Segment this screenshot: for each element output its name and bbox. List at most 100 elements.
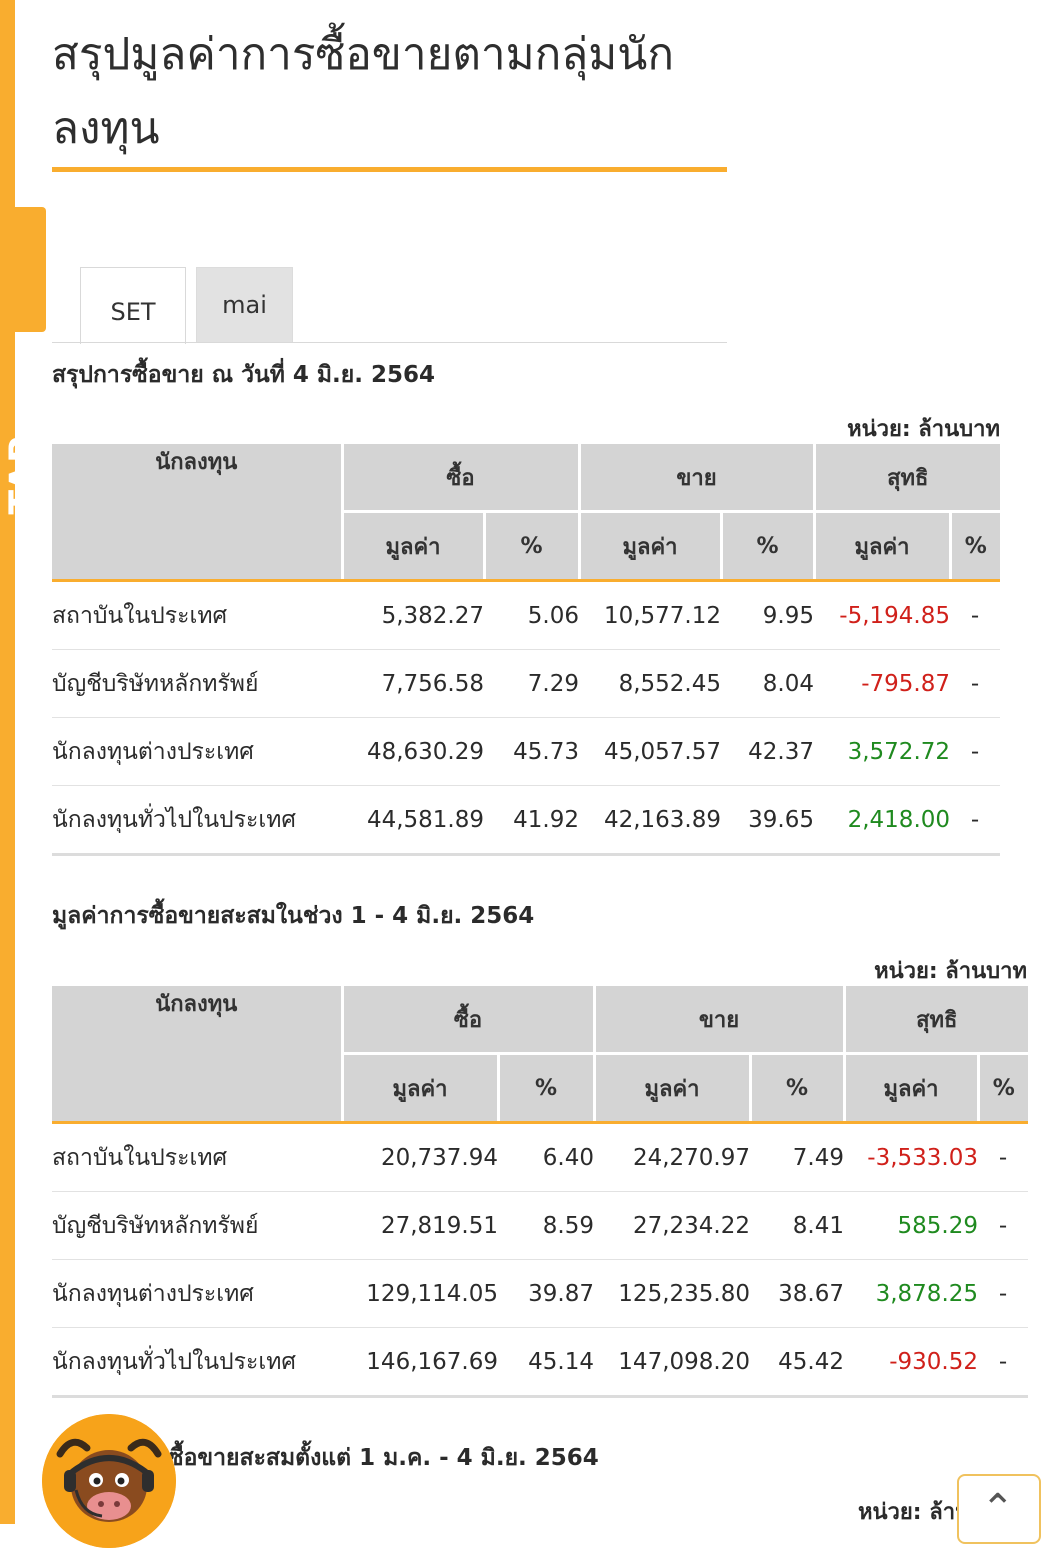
buy-pct: 41.92 xyxy=(484,785,579,856)
col-net-pct: % xyxy=(976,1053,1029,1124)
net-value: 3,878.25 xyxy=(844,1259,979,1328)
buy-pct: 45.73 xyxy=(484,717,579,786)
left-accent-bar xyxy=(0,0,15,1524)
tabs-baseline xyxy=(52,342,727,343)
net-value: -930.52 xyxy=(844,1327,979,1398)
buy-pct: 39.87 xyxy=(498,1259,594,1328)
period-summary-title: มูลค่าการซื้อขายสะสมในช่วง 1 - 4 มิ.ย. 2… xyxy=(52,903,535,929)
buy-pct: 7.29 xyxy=(484,649,579,718)
net-pct: - xyxy=(950,649,1001,718)
tap-side-tab-label: TAP xyxy=(2,435,44,515)
daily-summary-unit: หน่วย: ล้านบาท xyxy=(847,417,1000,442)
net-value: 3,572.72 xyxy=(814,717,951,786)
col-net-value: มูลค่า xyxy=(842,1053,979,1124)
net-pct: - xyxy=(950,785,1001,856)
sell-pct: 9.95 xyxy=(721,580,815,650)
table-row: สถาบันในประเทศ 5,382.27 5.06 10,577.12 9… xyxy=(52,580,1001,650)
table-row: สถาบันในประเทศ 20,737.94 6.40 24,270.97 … xyxy=(52,1122,1029,1192)
buy-value: 20,737.94 xyxy=(342,1122,498,1192)
buy-value: 129,114.05 xyxy=(342,1259,498,1328)
table-row: นักลงทุนต่างประเทศ 129,114.05 39.87 125,… xyxy=(52,1259,1029,1328)
table-row: นักลงทุนต่างประเทศ 48,630.29 45.73 45,05… xyxy=(52,717,1001,786)
col-sell-pct: % xyxy=(719,511,815,582)
net-pct: - xyxy=(978,1191,1029,1260)
ytd-summary-title: ซื้อขายสะสมตั้งแต่ 1 ม.ค. - 4 มิ.ย. 2564 xyxy=(168,1445,599,1471)
buy-value: 44,581.89 xyxy=(342,785,484,856)
sell-pct: 38.67 xyxy=(750,1259,845,1328)
col-sell: ขาย xyxy=(577,444,815,513)
investor-name: สถาบันในประเทศ xyxy=(52,1122,342,1192)
col-net: สุทธิ xyxy=(812,444,1001,513)
buy-value: 5,382.27 xyxy=(342,580,484,650)
col-net-pct: % xyxy=(948,511,1001,582)
net-pct: - xyxy=(950,580,1001,650)
scroll-top-button[interactable]: ⌃ xyxy=(957,1474,1041,1544)
col-buy: ซื้อ xyxy=(340,444,579,513)
col-net-value: มูลค่า xyxy=(812,511,951,582)
investor-name: บัญชีบริษัทหลักทรัพย์ xyxy=(52,649,342,718)
investor-name: นักลงทุนทั่วไปในประเทศ xyxy=(52,1327,342,1398)
buy-value: 27,819.51 xyxy=(342,1191,498,1260)
col-net: สุทธิ xyxy=(842,986,1029,1055)
table-row: นักลงทุนทั่วไปในประเทศ 146,167.69 45.14 … xyxy=(52,1327,1029,1398)
col-buy-pct: % xyxy=(482,511,579,582)
sell-pct: 39.65 xyxy=(721,785,815,856)
tab-set[interactable]: SET xyxy=(80,267,186,344)
buy-pct: 5.06 xyxy=(484,580,579,650)
buy-value: 7,756.58 xyxy=(342,649,484,718)
sell-pct: 8.41 xyxy=(750,1191,845,1260)
investor-name: นักลงทุนต่างประเทศ xyxy=(52,717,342,786)
buy-pct: 45.14 xyxy=(498,1327,594,1398)
table-row: นักลงทุนทั่วไปในประเทศ 44,581.89 41.92 4… xyxy=(52,785,1001,856)
buffalo-mascot-icon xyxy=(42,1414,176,1548)
col-buy-value: มูลค่า xyxy=(340,511,484,582)
net-pct: - xyxy=(978,1259,1029,1328)
buy-pct: 8.59 xyxy=(498,1191,594,1260)
buy-value: 48,630.29 xyxy=(342,717,484,786)
col-sell: ขาย xyxy=(592,986,845,1055)
net-pct: - xyxy=(978,1327,1029,1398)
chat-mascot-icon[interactable] xyxy=(42,1414,176,1548)
sell-value: 42,163.89 xyxy=(579,785,721,856)
sell-pct: 7.49 xyxy=(750,1122,845,1192)
title-underline xyxy=(52,167,727,172)
sell-value: 27,234.22 xyxy=(594,1191,750,1260)
col-buy-pct: % xyxy=(496,1053,594,1124)
sell-value: 147,098.20 xyxy=(594,1327,750,1398)
net-value: -3,533.03 xyxy=(844,1122,979,1192)
sell-value: 24,270.97 xyxy=(594,1122,750,1192)
sell-value: 8,552.45 xyxy=(579,649,721,718)
net-value: -795.87 xyxy=(814,649,951,718)
sell-value: 45,057.57 xyxy=(579,717,721,786)
net-value: 2,418.00 xyxy=(814,785,951,856)
tab-mai[interactable]: mai xyxy=(196,267,293,342)
col-sell-value: มูลค่า xyxy=(592,1053,750,1124)
sell-pct: 8.04 xyxy=(721,649,815,718)
investor-name: นักลงทุนต่างประเทศ xyxy=(52,1259,342,1328)
table-row: บัญชีบริษัทหลักทรัพย์ 27,819.51 8.59 27,… xyxy=(52,1191,1029,1260)
sell-pct: 45.42 xyxy=(750,1327,845,1398)
col-sell-value: มูลค่า xyxy=(577,511,721,582)
period-summary-unit: หน่วย: ล้านบาท xyxy=(874,959,1027,984)
daily-summary-table: นักลงทุน ซื้อ ขาย สุทธิ มูลค่า % มูลค่า … xyxy=(52,444,1001,856)
chevron-up-icon: ⌃ xyxy=(981,1486,1015,1532)
sell-pct: 42.37 xyxy=(721,717,815,786)
net-pct: - xyxy=(950,717,1001,786)
buy-pct: 6.40 xyxy=(498,1122,594,1192)
net-value: 585.29 xyxy=(844,1191,979,1260)
col-buy-value: มูลค่า xyxy=(340,1053,498,1124)
page-title: สรุปมูลค่าการซื้อขายตามกลุ่มนักลงทุน xyxy=(52,29,674,154)
period-summary-table: นักลงทุน ซื้อ ขาย สุทธิ มูลค่า % มูลค่า … xyxy=(52,986,1029,1398)
tap-side-tab[interactable]: TAP xyxy=(0,207,46,515)
sell-value: 125,235.80 xyxy=(594,1259,750,1328)
col-investor: นักลงทุน xyxy=(52,444,342,582)
investor-name: บัญชีบริษัทหลักทรัพย์ xyxy=(52,1191,342,1260)
table-row: บัญชีบริษัทหลักทรัพย์ 7,756.58 7.29 8,55… xyxy=(52,649,1001,718)
daily-summary-title: สรุปการซื้อขาย ณ วันที่ 4 มิ.ย. 2564 xyxy=(52,362,436,388)
col-buy: ซื้อ xyxy=(340,986,594,1055)
net-pct: - xyxy=(978,1122,1029,1192)
col-sell-pct: % xyxy=(748,1053,845,1124)
col-investor: นักลงทุน xyxy=(52,986,342,1124)
sell-value: 10,577.12 xyxy=(579,580,721,650)
buy-value: 146,167.69 xyxy=(342,1327,498,1398)
